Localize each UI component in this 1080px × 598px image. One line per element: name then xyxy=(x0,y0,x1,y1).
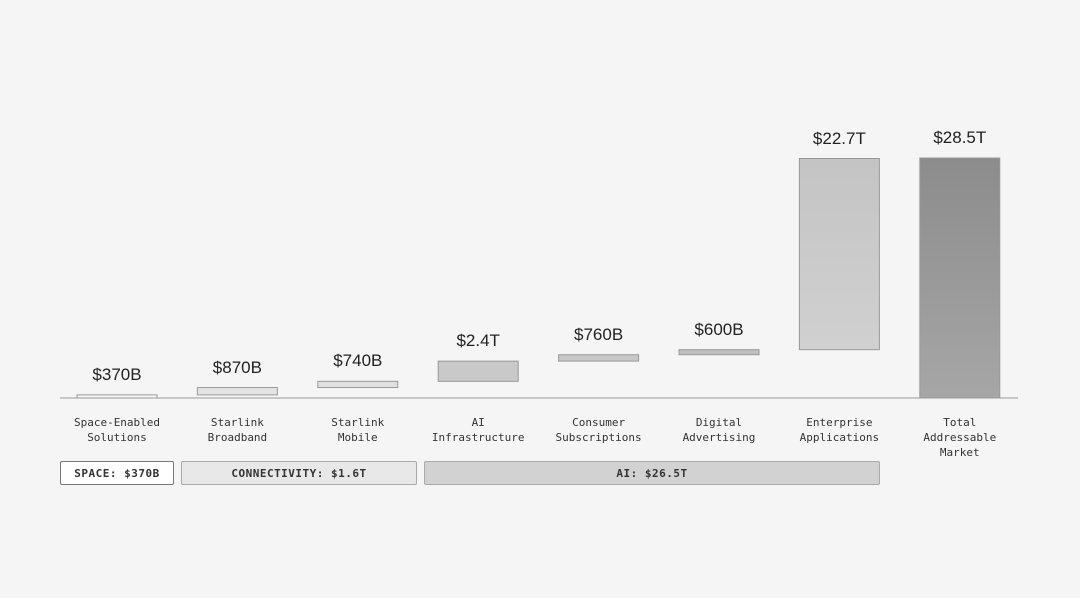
group-label: CONNECTIVITY: $1.6T xyxy=(181,461,417,485)
x-tick-label: Starlink Mobile xyxy=(331,416,385,444)
x-tick-label: Space-Enabled Solutions xyxy=(73,416,161,444)
bar xyxy=(437,360,519,382)
x-tick-label: Starlink Broadband xyxy=(207,416,268,444)
value-label: $370B xyxy=(92,364,142,384)
x-tick-label: Digital Advertising xyxy=(682,416,756,444)
value-label: $28.5T xyxy=(933,128,987,147)
bar xyxy=(196,387,278,396)
bar xyxy=(919,157,1001,399)
x-tick-label: Enterprise Applications xyxy=(799,416,880,444)
group-label: SPACE: $370B xyxy=(60,461,174,485)
bar xyxy=(798,158,880,351)
group-label: AI: $26.5T xyxy=(424,461,880,485)
value-label: $22.7T xyxy=(812,128,866,148)
bar xyxy=(678,349,760,356)
bar xyxy=(558,354,640,362)
value-label: $740B xyxy=(333,351,383,371)
x-tick-label: Total Addressable Market xyxy=(923,416,997,459)
value-label: $870B xyxy=(212,357,262,377)
x-tick-label: AI Infrastructure xyxy=(431,416,525,444)
bar xyxy=(76,394,158,399)
value-label: $2.4T xyxy=(456,331,500,351)
value-label: $600B xyxy=(694,319,744,339)
x-tick-label: Consumer Subscriptions xyxy=(555,416,642,444)
bar xyxy=(317,380,399,389)
value-label: $760B xyxy=(574,324,624,344)
